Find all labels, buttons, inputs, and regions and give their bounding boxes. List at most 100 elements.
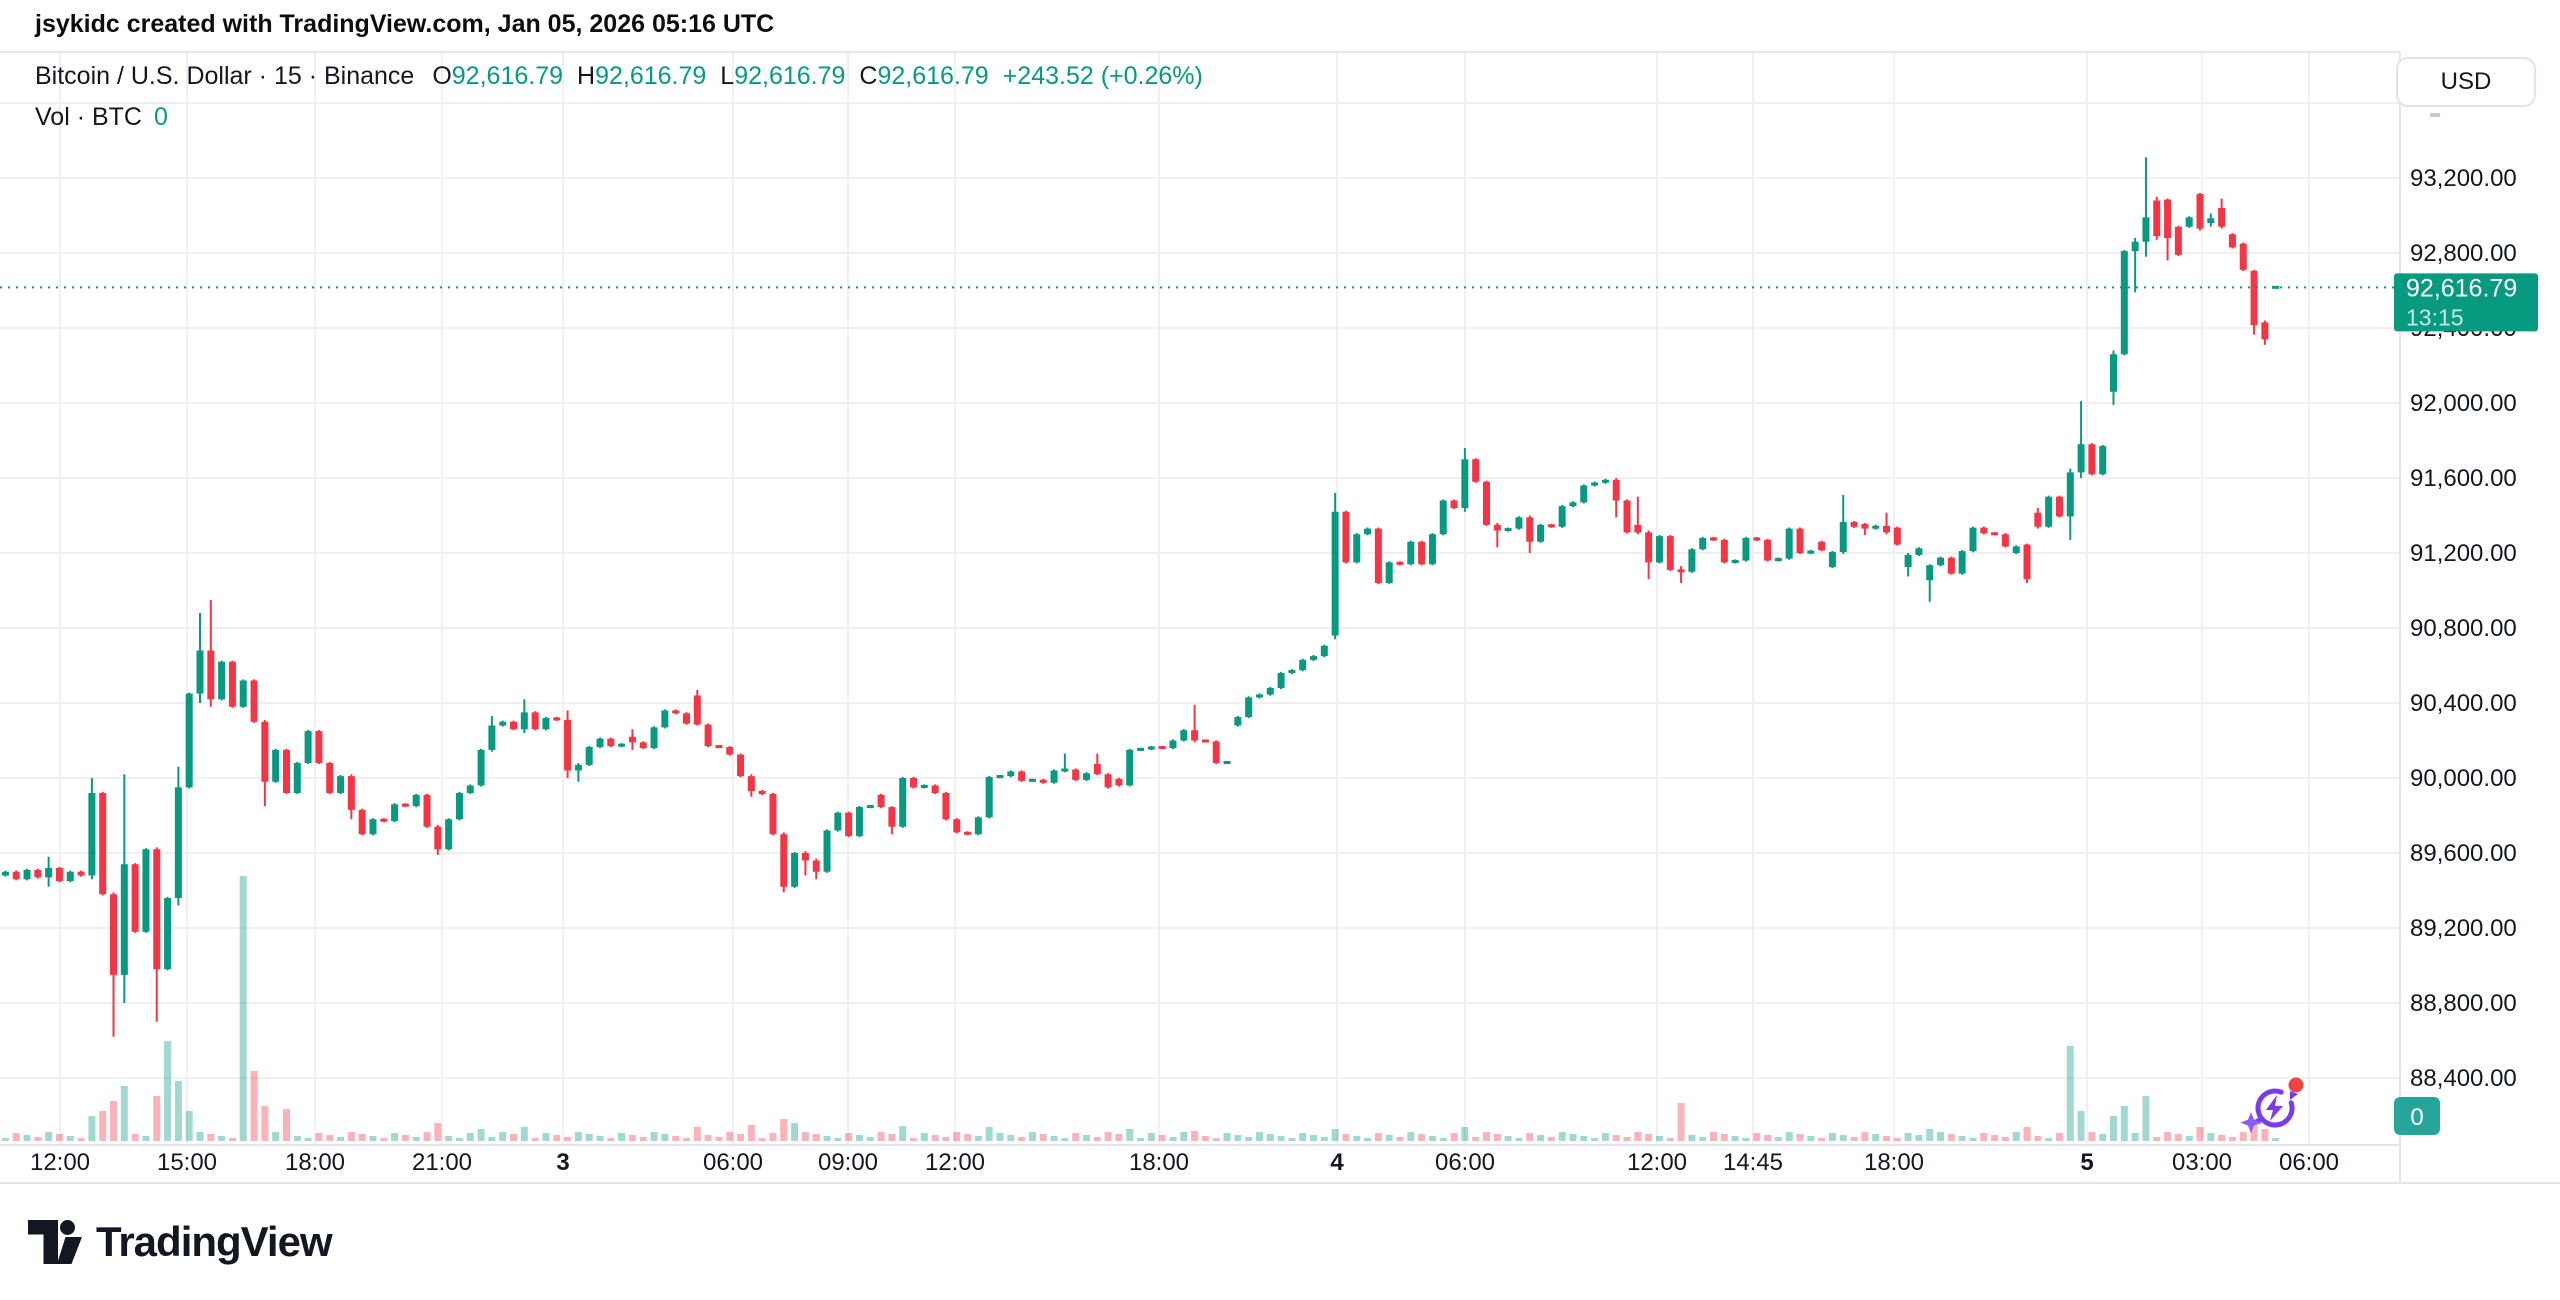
candle xyxy=(639,742,647,748)
volume-bar xyxy=(2239,1132,2247,1141)
symbol-title[interactable]: Bitcoin / U.S. Dollar · 15 · Binance xyxy=(35,62,415,90)
candle xyxy=(1882,525,1890,533)
volume-bar xyxy=(1310,1135,1318,1141)
currency-button[interactable]: USD xyxy=(2396,57,2536,107)
candle xyxy=(585,747,593,765)
volume-bar xyxy=(1688,1135,1696,1141)
volume-bar xyxy=(1018,1137,1026,1141)
volume-bar xyxy=(564,1137,572,1141)
candle xyxy=(174,787,182,898)
candle xyxy=(380,818,388,822)
candle xyxy=(1796,528,1804,553)
volume-bar xyxy=(1537,1135,1545,1141)
candle xyxy=(326,763,334,793)
volume-bar xyxy=(510,1134,518,1141)
ohlc-open-value: 92,616.79 xyxy=(451,62,563,90)
candle xyxy=(66,871,74,882)
volume-bar xyxy=(1526,1133,1534,1141)
candle xyxy=(553,717,561,721)
candle xyxy=(1364,528,1372,535)
refresh-swirl-icon xyxy=(2253,1088,2298,1128)
candle xyxy=(823,830,831,872)
price-axis-label: 89,200.00 xyxy=(2410,915,2517,942)
volume-bar xyxy=(282,1109,290,1141)
volume-bar xyxy=(704,1135,712,1141)
volume-bar xyxy=(780,1119,788,1141)
volume-bar xyxy=(866,1137,874,1141)
candle xyxy=(261,721,269,782)
volume-bar xyxy=(196,1132,204,1141)
candle xyxy=(88,793,96,876)
candle xyxy=(1396,561,1404,565)
volume-bar xyxy=(1547,1137,1555,1141)
candle xyxy=(1677,569,1685,573)
candle xyxy=(1547,524,1555,528)
volume-bar xyxy=(1493,1134,1501,1141)
current-price-value: 92,616.79 xyxy=(2406,274,2517,302)
candle xyxy=(1428,534,1436,565)
candle xyxy=(1612,479,1620,501)
price-axis-label: 91,200.00 xyxy=(2410,540,2517,567)
volume-bar xyxy=(1850,1137,1858,1141)
legend-row-symbol: Bitcoin / U.S. Dollar · 15 · Binance O92,… xyxy=(35,62,1203,91)
notification-dot xyxy=(2288,1077,2304,1093)
candle xyxy=(1169,740,1177,748)
volume-bar xyxy=(1645,1134,1653,1141)
volume-bar xyxy=(207,1134,215,1141)
volume-bar xyxy=(1666,1138,1674,1141)
candle xyxy=(1,871,9,876)
candle xyxy=(239,680,247,707)
time-axis-label: 12:00 xyxy=(925,1149,985,1176)
volume-bar xyxy=(2066,1046,2074,1141)
candle xyxy=(2153,200,2161,237)
candle xyxy=(99,793,107,895)
time-axis[interactable]: 12:00 15:00 18:00 21:00 3 06:00 09:00 12:00 18:0… xyxy=(30,1149,2339,1176)
candle xyxy=(628,736,636,743)
candle xyxy=(715,745,723,749)
candle xyxy=(1580,485,1588,503)
candle xyxy=(1482,481,1490,525)
volume-bar xyxy=(1753,1133,1761,1141)
volume-bar xyxy=(628,1135,636,1141)
candle xyxy=(1915,548,1923,555)
candle xyxy=(369,819,377,835)
volume-bar xyxy=(1958,1136,1966,1141)
volume-bar xyxy=(877,1132,885,1141)
tradingview-logo[interactable]: TradingView xyxy=(28,1218,333,1266)
candle xyxy=(1007,771,1015,777)
volume-bar xyxy=(1288,1138,1296,1141)
price-change: +243.52 (+0.26%) xyxy=(1002,62,1203,90)
legend-row-volume: Vol · BTC 0 xyxy=(35,103,1203,132)
price-axis-label: 89,600.00 xyxy=(2410,840,2517,867)
candle xyxy=(2218,208,2226,227)
candle xyxy=(1158,746,1166,750)
price-scale-handle[interactable] xyxy=(2430,113,2440,117)
candle xyxy=(2001,534,2009,547)
price-axis[interactable]: 93,200.0092,800.0092,400.0092,000.0091,6… xyxy=(2410,165,2517,1092)
volume-bar xyxy=(412,1137,420,1141)
candle xyxy=(801,853,809,861)
candle xyxy=(1839,522,1847,553)
volume-bar xyxy=(1245,1137,1253,1141)
volume-bar xyxy=(1191,1131,1199,1141)
volume-bar xyxy=(2164,1132,2172,1141)
volume-bar xyxy=(1255,1132,1263,1141)
time-axis-label: 12:00 xyxy=(1627,1149,1687,1176)
volume-bar xyxy=(304,1138,312,1141)
volume-bar xyxy=(1591,1138,1599,1141)
candle xyxy=(2261,322,2269,340)
volume-bar xyxy=(1796,1134,1804,1141)
volume-bar xyxy=(1699,1137,1707,1141)
volume-bar xyxy=(834,1138,842,1141)
auto-refresh-icon[interactable] xyxy=(2240,1076,2306,1138)
candle xyxy=(618,743,626,747)
candle xyxy=(812,860,820,872)
candle xyxy=(2110,354,2118,392)
volume-bar xyxy=(672,1136,680,1141)
candle xyxy=(520,712,528,730)
volume-bar xyxy=(596,1136,604,1141)
candle xyxy=(304,731,312,763)
volume-bar xyxy=(2153,1137,2161,1141)
